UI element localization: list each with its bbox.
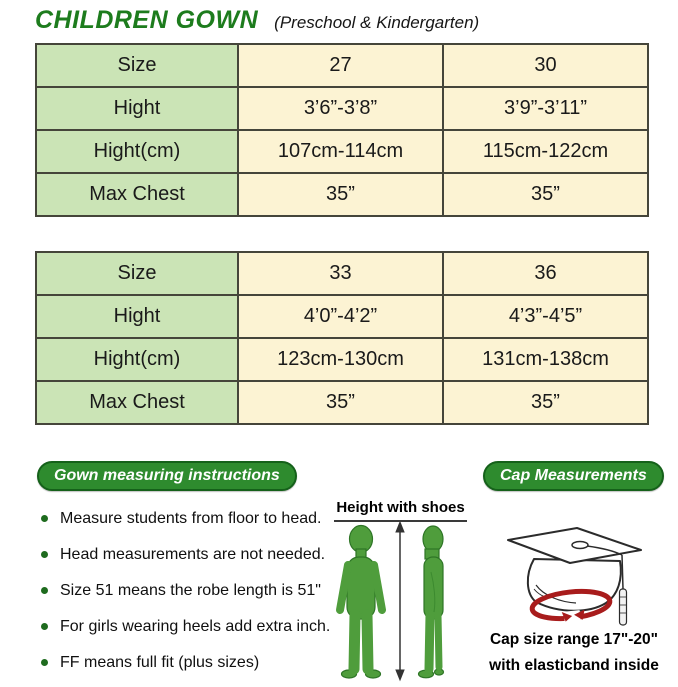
height-arrow — [395, 522, 405, 682]
row-header-hight-cm: Hight(cm) — [35, 129, 239, 174]
table-cell: 35” — [442, 172, 649, 217]
table-cell: 30 — [442, 43, 649, 88]
cap-caption: Cap size range 17"-20" with elasticband … — [481, 627, 667, 679]
table-cell: 3’6”-3’8” — [237, 86, 444, 131]
cap-measurements-heading: Cap Measurements — [483, 461, 664, 491]
tassel — [586, 545, 628, 626]
instruction-text: Measure students from floor to head. — [60, 510, 322, 527]
list-item: For girls wearing heels add extra inch. — [37, 617, 337, 636]
size-table-1: Size 27 30 Hight 3’6”-3’8” 3’9”-3’11” Hi… — [35, 43, 649, 217]
table-cell: 115cm-122cm — [442, 129, 649, 174]
table-row: Hight(cm) 123cm-130cm 131cm-138cm — [35, 337, 649, 382]
bullet-icon — [41, 515, 48, 522]
table-row: Size 33 36 — [35, 251, 649, 296]
instruction-text: Head measurements are not needed. — [60, 546, 326, 563]
row-header-hight: Hight — [35, 86, 239, 131]
table-cell: 35” — [237, 172, 444, 217]
table-cell: 35” — [442, 380, 649, 425]
cap-caption-line1: Cap size range 17"-20" — [489, 631, 659, 648]
height-with-shoes-label: Height with shoes — [336, 499, 465, 516]
instruction-text: For girls wearing heels add extra inch. — [60, 618, 331, 635]
elastic-band — [529, 588, 613, 624]
table-cell: 3’9”-3’11” — [442, 86, 649, 131]
graduation-cap-illustration — [507, 527, 642, 626]
table-cell: 27 — [237, 43, 444, 88]
list-item: FF means full fit (plus sizes) — [37, 653, 337, 672]
bullet-icon — [41, 551, 48, 558]
table-cell: 107cm-114cm — [237, 129, 444, 174]
list-item: Size 51 means the robe length is 51" — [37, 581, 337, 600]
table-cell: 36 — [442, 251, 649, 296]
list-item: Measure students from floor to head. — [37, 509, 337, 528]
table-row: Size 27 30 — [35, 43, 649, 88]
bullet-icon — [41, 587, 48, 594]
row-header-max-chest: Max Chest — [35, 172, 239, 217]
table-row: Hight(cm) 107cm-114cm 115cm-122cm — [35, 129, 649, 174]
row-header-hight: Hight — [35, 294, 239, 339]
row-header-size: Size — [35, 251, 239, 296]
gown-instructions-heading: Gown measuring instructions — [37, 461, 297, 491]
table-cell: 123cm-130cm — [237, 337, 444, 382]
page-title: CHILDREN GOWN — [35, 6, 259, 34]
table-cell: 4’0”-4’2” — [237, 294, 444, 339]
row-header-size: Size — [35, 43, 239, 88]
bullet-icon — [41, 623, 48, 630]
instruction-text: Size 51 means the robe length is 51" — [60, 582, 321, 599]
table-cell: 131cm-138cm — [442, 337, 649, 382]
instruction-text: FF means full fit (plus sizes) — [60, 654, 260, 671]
table-row: Hight 4’0”-4’2” 4’3”-4’5” — [35, 294, 649, 339]
row-header-hight-cm: Hight(cm) — [35, 337, 239, 382]
gown-instructions-list: Measure students from floor to head. Hea… — [37, 509, 337, 687]
table-row: Max Chest 35” 35” — [35, 172, 649, 217]
height-reference-line — [334, 520, 467, 522]
row-header-max-chest: Max Chest — [35, 380, 239, 425]
list-item: Head measurements are not needed. — [37, 545, 337, 564]
cap-caption-line2: with elasticband inside — [489, 657, 659, 675]
table-cell: 4’3”-4’5” — [442, 294, 649, 339]
bullet-icon — [41, 659, 48, 666]
size-table-2: Size 33 36 Hight 4’0”-4’2” 4’3”-4’5” Hig… — [35, 251, 649, 425]
page-header: CHILDREN GOWN (Preschool & Kindergarten) — [35, 6, 479, 35]
table-cell: 35” — [237, 380, 444, 425]
table-row: Max Chest 35” 35” — [35, 380, 649, 425]
children-silhouettes-illustration — [336, 522, 445, 682]
table-row: Hight 3’6”-3’8” 3’9”-3’11” — [35, 86, 649, 131]
table-cell: 33 — [237, 251, 444, 296]
page-subtitle: (Preschool & Kindergarten) — [274, 13, 480, 32]
